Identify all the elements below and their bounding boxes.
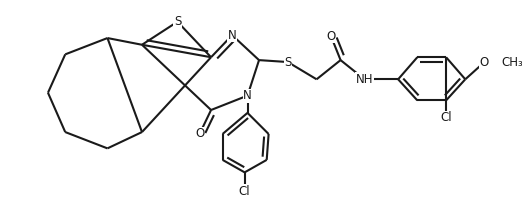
Text: N: N: [243, 89, 252, 102]
Text: Cl: Cl: [239, 185, 251, 198]
Text: O: O: [480, 55, 489, 69]
Text: O: O: [195, 127, 204, 141]
Text: S: S: [174, 15, 181, 28]
Text: N: N: [228, 29, 236, 42]
Text: NH: NH: [356, 73, 373, 86]
Text: O: O: [326, 30, 336, 43]
Text: S: S: [284, 55, 291, 69]
Text: CH₃: CH₃: [502, 55, 522, 69]
Text: Cl: Cl: [440, 111, 452, 124]
